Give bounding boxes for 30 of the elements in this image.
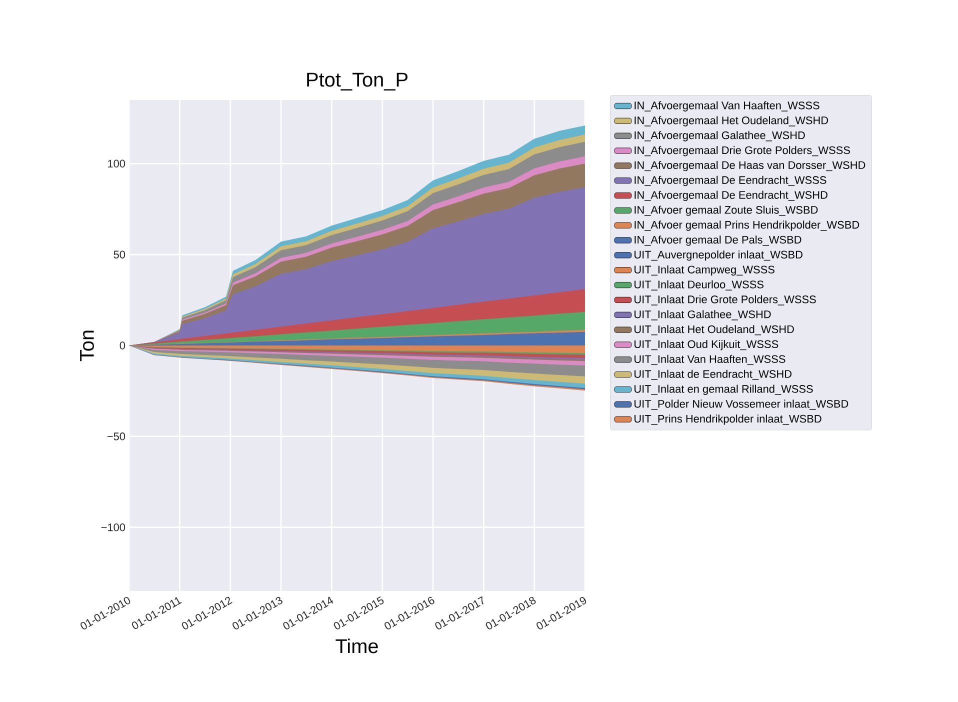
legend-label: UIT_Auvergnepolder inlaat_WSBD xyxy=(634,250,802,261)
legend-label: UIT_Inlaat de Eendracht_WSHD xyxy=(634,370,792,380)
legend-label: UIT_Prins Hendrikpolder inlaat_WSBD xyxy=(634,414,822,425)
y-tick-label: 0 xyxy=(120,342,126,350)
y-tick-label: −100 xyxy=(101,523,126,532)
legend-label: UIT_Inlaat Campweg_WSSS xyxy=(634,265,774,276)
legend-label: IN_Afvoergemaal Galathee_WSHD xyxy=(634,131,805,142)
legend-label: IN_Afvoer gemaal De Pals_WSBD xyxy=(634,236,802,246)
x-axis-title: Time xyxy=(336,638,378,654)
legend-label: IN_Afvoergemaal De Eendracht_WSHD xyxy=(634,190,828,201)
legend-label: UIT_Inlaat Van Haaften_WSSS xyxy=(634,354,786,366)
legend-label: IN_Afvoergemaal Van Haaften_WSSS xyxy=(634,101,820,112)
legend-label: UIT_Inlaat Het Oudeland_WSHD xyxy=(634,325,794,336)
legend-label: IN_Afvoergemaal De Eendracht_WSSS xyxy=(634,176,826,186)
y-tick-label: 100 xyxy=(108,160,126,168)
legend-label: IN_Afvoergemaal Het Oudeland_WSHD xyxy=(634,116,828,126)
legend-label: UIT_Inlaat Oud Kijkuit_WSSS xyxy=(634,340,778,350)
y-tick-label: 50 xyxy=(114,250,126,258)
y-axis-title: Ton xyxy=(80,330,94,362)
y-tick-label: −50 xyxy=(107,432,126,440)
legend-label: UIT_Inlaat Drie Grote Polders_WSSS xyxy=(634,295,816,306)
legend-label: IN_Afvoer gemaal Prins Hendrikpolder_WSBD xyxy=(634,220,860,231)
legend-label: IN_Afvoergemaal Drie Grote Polders_WSSS xyxy=(634,146,850,156)
chart-title: Ptot_Ton_P xyxy=(307,72,408,90)
legend-label: UIT_Inlaat Galathee_WSHD xyxy=(634,310,771,320)
legend-label: IN_Afvoergemaal De Haas van Dorsser_WSHD xyxy=(634,160,866,172)
legend-label: UIT_Inlaat en gemaal Rilland_WSSS xyxy=(634,384,813,395)
legend-label: UIT_Polder Nieuw Vossemeer inlaat_WSBD xyxy=(634,400,848,410)
legend-label: IN_Afvoer gemaal Zoute Sluis_WSBD xyxy=(634,206,818,216)
legend-label: UIT_Inlaat Deurloo_WSSS xyxy=(634,280,764,290)
